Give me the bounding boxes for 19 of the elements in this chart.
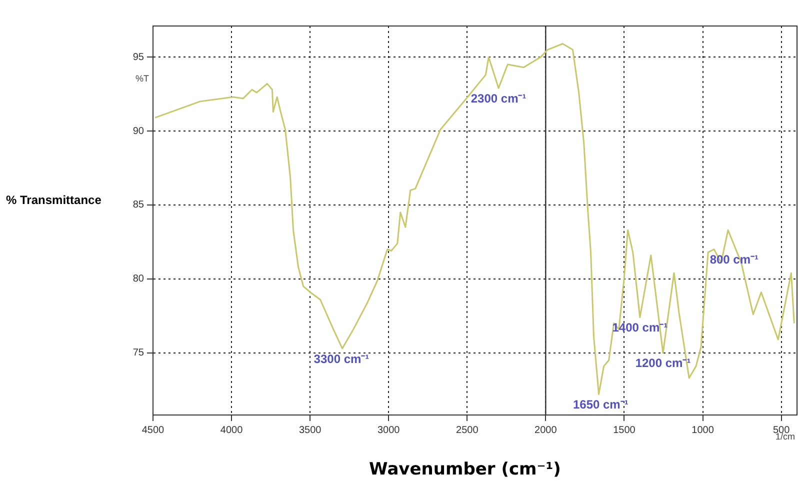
x-tick-label: 4500 — [142, 424, 165, 436]
x-tick-label: 2500 — [456, 424, 479, 436]
x-tick-label: 4000 — [220, 424, 244, 436]
annotation: 3300 cm⁻¹ — [314, 352, 370, 366]
text: %T — [136, 74, 150, 84]
y-tick-label: 80 — [132, 274, 144, 285]
x-tick-label: 1500 — [613, 424, 636, 436]
y-tick-label: 95 — [132, 52, 144, 63]
y-tick-label: 85 — [132, 200, 144, 211]
x-axis-title: Wavenumber (cm⁻¹) — [369, 459, 561, 480]
x-tick-label: 1000 — [692, 424, 714, 436]
y-tick-label: 75 — [132, 348, 144, 359]
y-tick-label: 90 — [132, 126, 144, 137]
annotation: 1650 cm⁻¹ — [572, 398, 628, 412]
x-tick-label: 3000 — [377, 424, 400, 436]
x-tick-label: 3500 — [298, 424, 322, 436]
x-tick-label: 2000 — [534, 424, 558, 436]
annotation: 2300 cm⁻¹ — [470, 91, 526, 106]
y-axis-title: % Transmittance — [6, 192, 102, 207]
